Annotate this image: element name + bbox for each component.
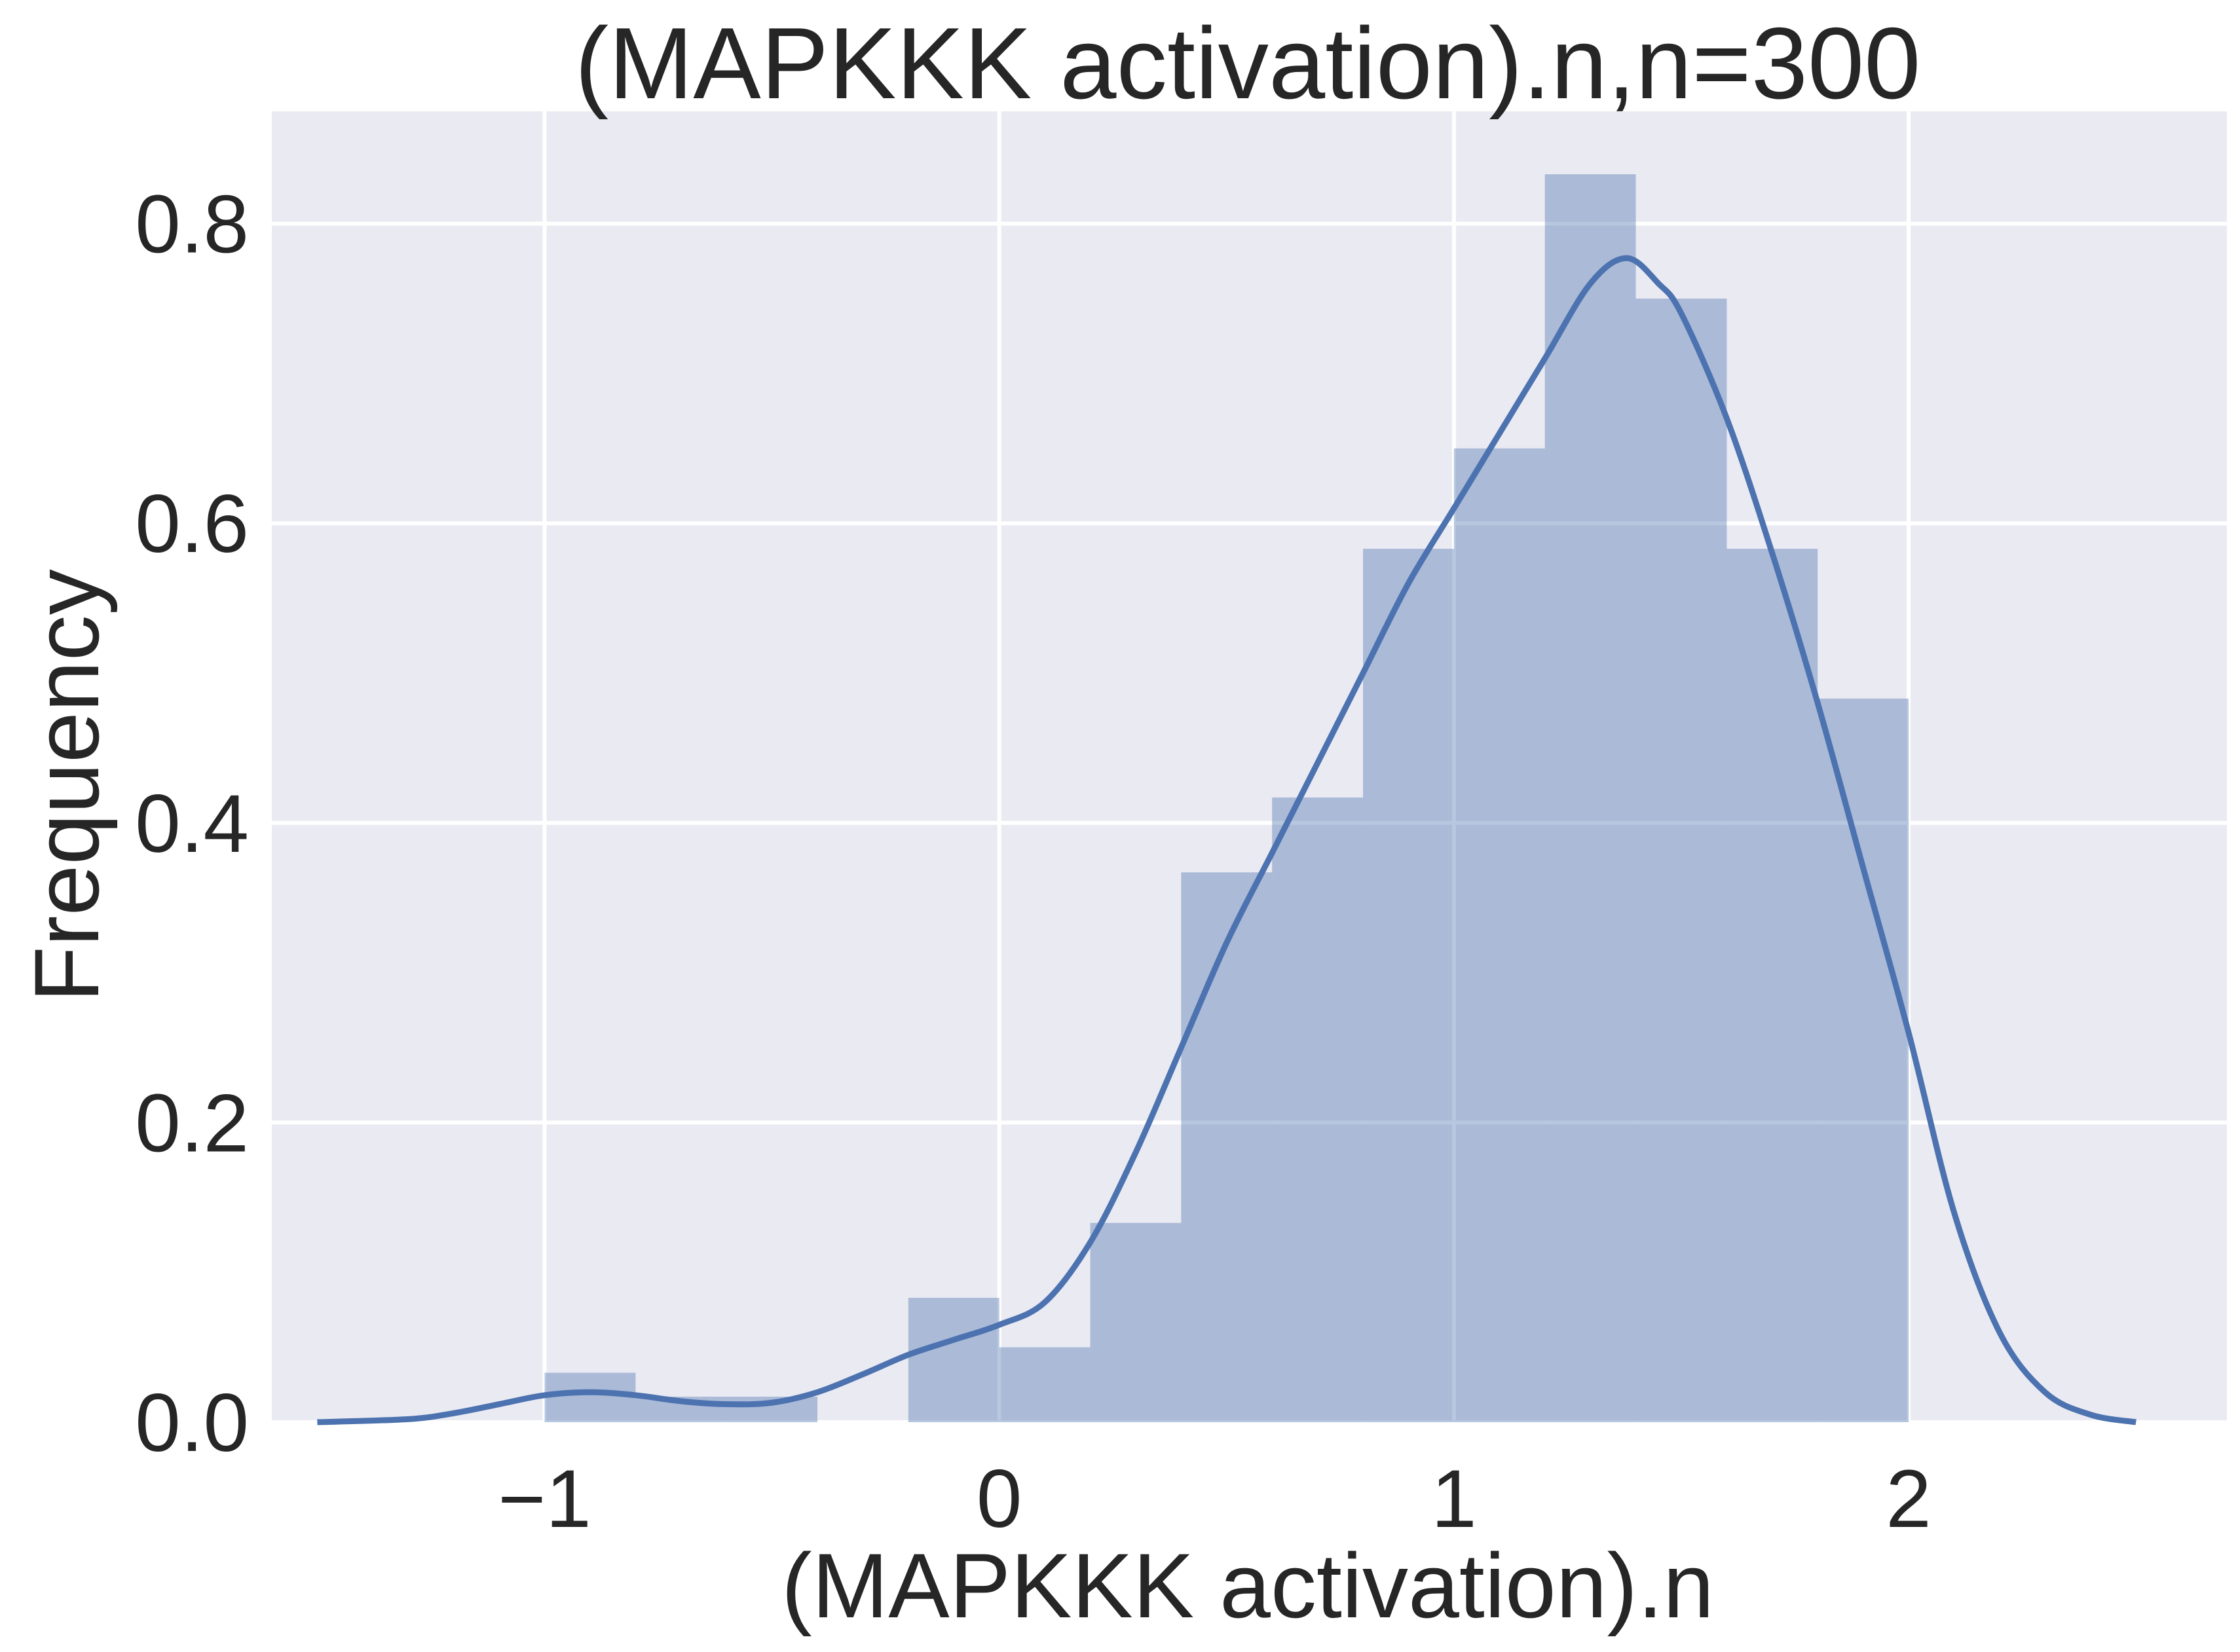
- y-axis-label: Frequency: [15, 569, 118, 1002]
- x-tick-label-2: 1: [1431, 1454, 1477, 1545]
- x-tick-label-3: 2: [1886, 1454, 1932, 1545]
- y-tick-label-3: 0.6: [135, 479, 249, 570]
- histogram-bar-10: [1453, 448, 1545, 1422]
- histogram-bar-0: [544, 1372, 636, 1422]
- grid-lines: [272, 111, 2227, 1424]
- y-tick-label-4: 0.8: [135, 179, 249, 270]
- x-axis-label: (MAPKKK activation).n: [781, 1534, 1714, 1637]
- x-tick-label-0: −1: [498, 1454, 591, 1545]
- histogram-bar-13: [1727, 549, 1818, 1423]
- histogram-bar-14: [1818, 698, 1909, 1422]
- y-tick-label-1: 0.2: [135, 1078, 249, 1169]
- histogram-bar-5: [999, 1347, 1091, 1422]
- histogram-bar-8: [1272, 797, 1364, 1422]
- histogram-bar-6: [1090, 1222, 1182, 1422]
- histogram-bars: [544, 174, 1909, 1423]
- histogram-bar-4: [908, 1298, 999, 1422]
- kde-line: [317, 255, 2137, 1425]
- x-tick-label-1: 0: [977, 1454, 1022, 1545]
- y-tick-label-2: 0.4: [135, 779, 249, 870]
- histogram-bar-12: [1635, 299, 1727, 1422]
- chart-title: (MAPKKK activation).n,n=300: [575, 7, 1921, 120]
- histogram-bar-9: [1363, 549, 1454, 1423]
- y-tick-labels: 0.0 0.2 0.4 0.6 0.8: [135, 179, 249, 1469]
- y-tick-label-0: 0.0: [135, 1378, 249, 1469]
- plot-background: [272, 111, 2227, 1422]
- histogram-bar-11: [1544, 174, 1636, 1423]
- histogram-bar-7: [1181, 872, 1273, 1422]
- x-tick-labels: −1 0 1 2: [498, 1454, 1932, 1545]
